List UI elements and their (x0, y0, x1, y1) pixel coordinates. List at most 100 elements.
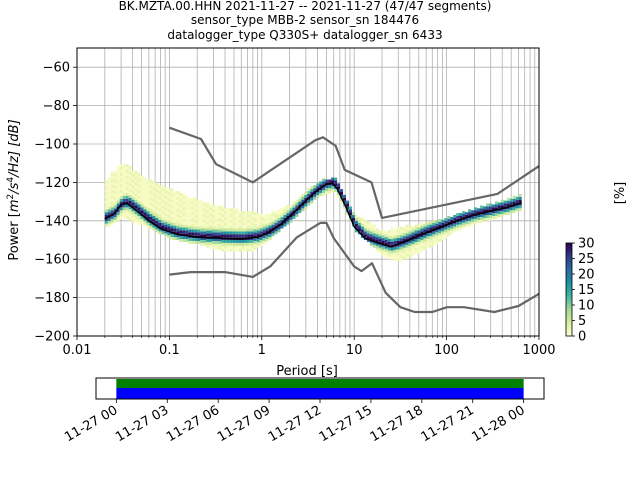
psd-cell (441, 237, 445, 240)
psd-cell (402, 233, 406, 237)
psd-cell (217, 232, 221, 236)
psd-cell (480, 214, 484, 217)
psd-cell (194, 206, 198, 210)
psd-cell (313, 185, 317, 189)
psd-cell (322, 190, 326, 193)
psd-cell (128, 189, 132, 192)
psd-cell (426, 227, 430, 231)
psd-cell (241, 216, 245, 220)
psd-cell (185, 236, 189, 240)
psd-cell (471, 218, 475, 222)
psd-cell (268, 231, 272, 235)
psd-cell (310, 194, 314, 198)
psd-cell (212, 206, 215, 210)
psd-cell (122, 164, 126, 168)
psd-cell (188, 229, 192, 233)
psd-cell (280, 219, 284, 223)
psd-cell (512, 207, 516, 211)
psd-cell (387, 247, 391, 251)
psd-cell (250, 237, 254, 240)
psd-cell (158, 191, 162, 194)
psd-cell (191, 217, 195, 221)
psd-cell (164, 210, 168, 214)
psd-cell (137, 195, 141, 199)
psd-cell (262, 223, 266, 227)
psd-cell (313, 196, 317, 200)
psd-cell (110, 210, 114, 214)
psd-cell (119, 216, 123, 219)
psd-cell (280, 211, 284, 215)
psd-cell (253, 229, 257, 233)
psd-cell (432, 231, 436, 235)
colorbar-tick-label: 0 (578, 330, 586, 345)
psd-cell (405, 236, 409, 240)
psd-cell (304, 192, 308, 195)
psd-cell (131, 196, 135, 200)
psd-cell (220, 231, 224, 235)
psd-cell (491, 207, 495, 211)
psd-cell (185, 201, 189, 205)
psd-cell (229, 248, 233, 252)
psd-cell (149, 202, 153, 206)
psd-cell (152, 184, 156, 188)
psd-cell (494, 216, 498, 219)
psd-cell (191, 223, 195, 227)
psd-cell (161, 185, 165, 189)
psd-cell (265, 233, 269, 237)
psd-cell (465, 220, 469, 224)
psd-cell (393, 255, 397, 259)
psd-cell (256, 213, 260, 216)
psd-cell (462, 225, 466, 229)
psd-cell (444, 226, 448, 230)
psd-cell (188, 209, 192, 213)
psd-cell (214, 232, 218, 236)
psd-cell (197, 229, 201, 233)
psd-cell (256, 221, 260, 225)
psd-cell (465, 223, 469, 227)
psd-cell (179, 192, 183, 196)
psd-cell (170, 216, 174, 220)
psd-cell (229, 225, 233, 229)
psd-cell (372, 224, 376, 228)
psd-cell (283, 212, 287, 216)
psd-cell (140, 210, 144, 214)
psd-cell (453, 226, 457, 230)
x-tick-label: 0.01 (63, 343, 92, 358)
psd-cell (220, 205, 224, 209)
psd-cell (319, 184, 323, 188)
psd-cell (164, 195, 168, 199)
psd-cell (366, 239, 370, 242)
psd-cell (182, 210, 186, 214)
psd-cell (110, 195, 114, 199)
psd-cell (206, 227, 210, 231)
psd-cell (238, 242, 242, 246)
psd-cell (113, 202, 117, 206)
psd-cell (176, 231, 180, 235)
psd-cell (152, 210, 156, 214)
psd-cell (119, 167, 123, 170)
psd-cell (298, 207, 302, 211)
psd-cell (337, 194, 341, 198)
psd-cell (203, 237, 207, 240)
psd-cell (185, 239, 189, 242)
psd-cell (176, 196, 180, 200)
psd-cell (104, 220, 108, 224)
psd-cell (250, 214, 254, 217)
psd-cell (337, 183, 341, 187)
psd-cell (119, 178, 123, 182)
psd-cell (194, 238, 198, 241)
psd-cell (274, 216, 278, 220)
psd-cell (149, 196, 153, 200)
psd-cell (283, 220, 287, 224)
psd-cell (354, 215, 358, 218)
psd-cell (277, 229, 281, 233)
psd-cell (217, 246, 221, 250)
psd-cell (295, 214, 299, 217)
psd-cell (271, 224, 275, 228)
psd-cell (149, 211, 153, 215)
psd-cell (399, 252, 403, 256)
psd-cell (152, 198, 156, 202)
psd-cell (182, 195, 186, 199)
psd-cell (197, 212, 201, 216)
psd-cell (143, 177, 147, 181)
